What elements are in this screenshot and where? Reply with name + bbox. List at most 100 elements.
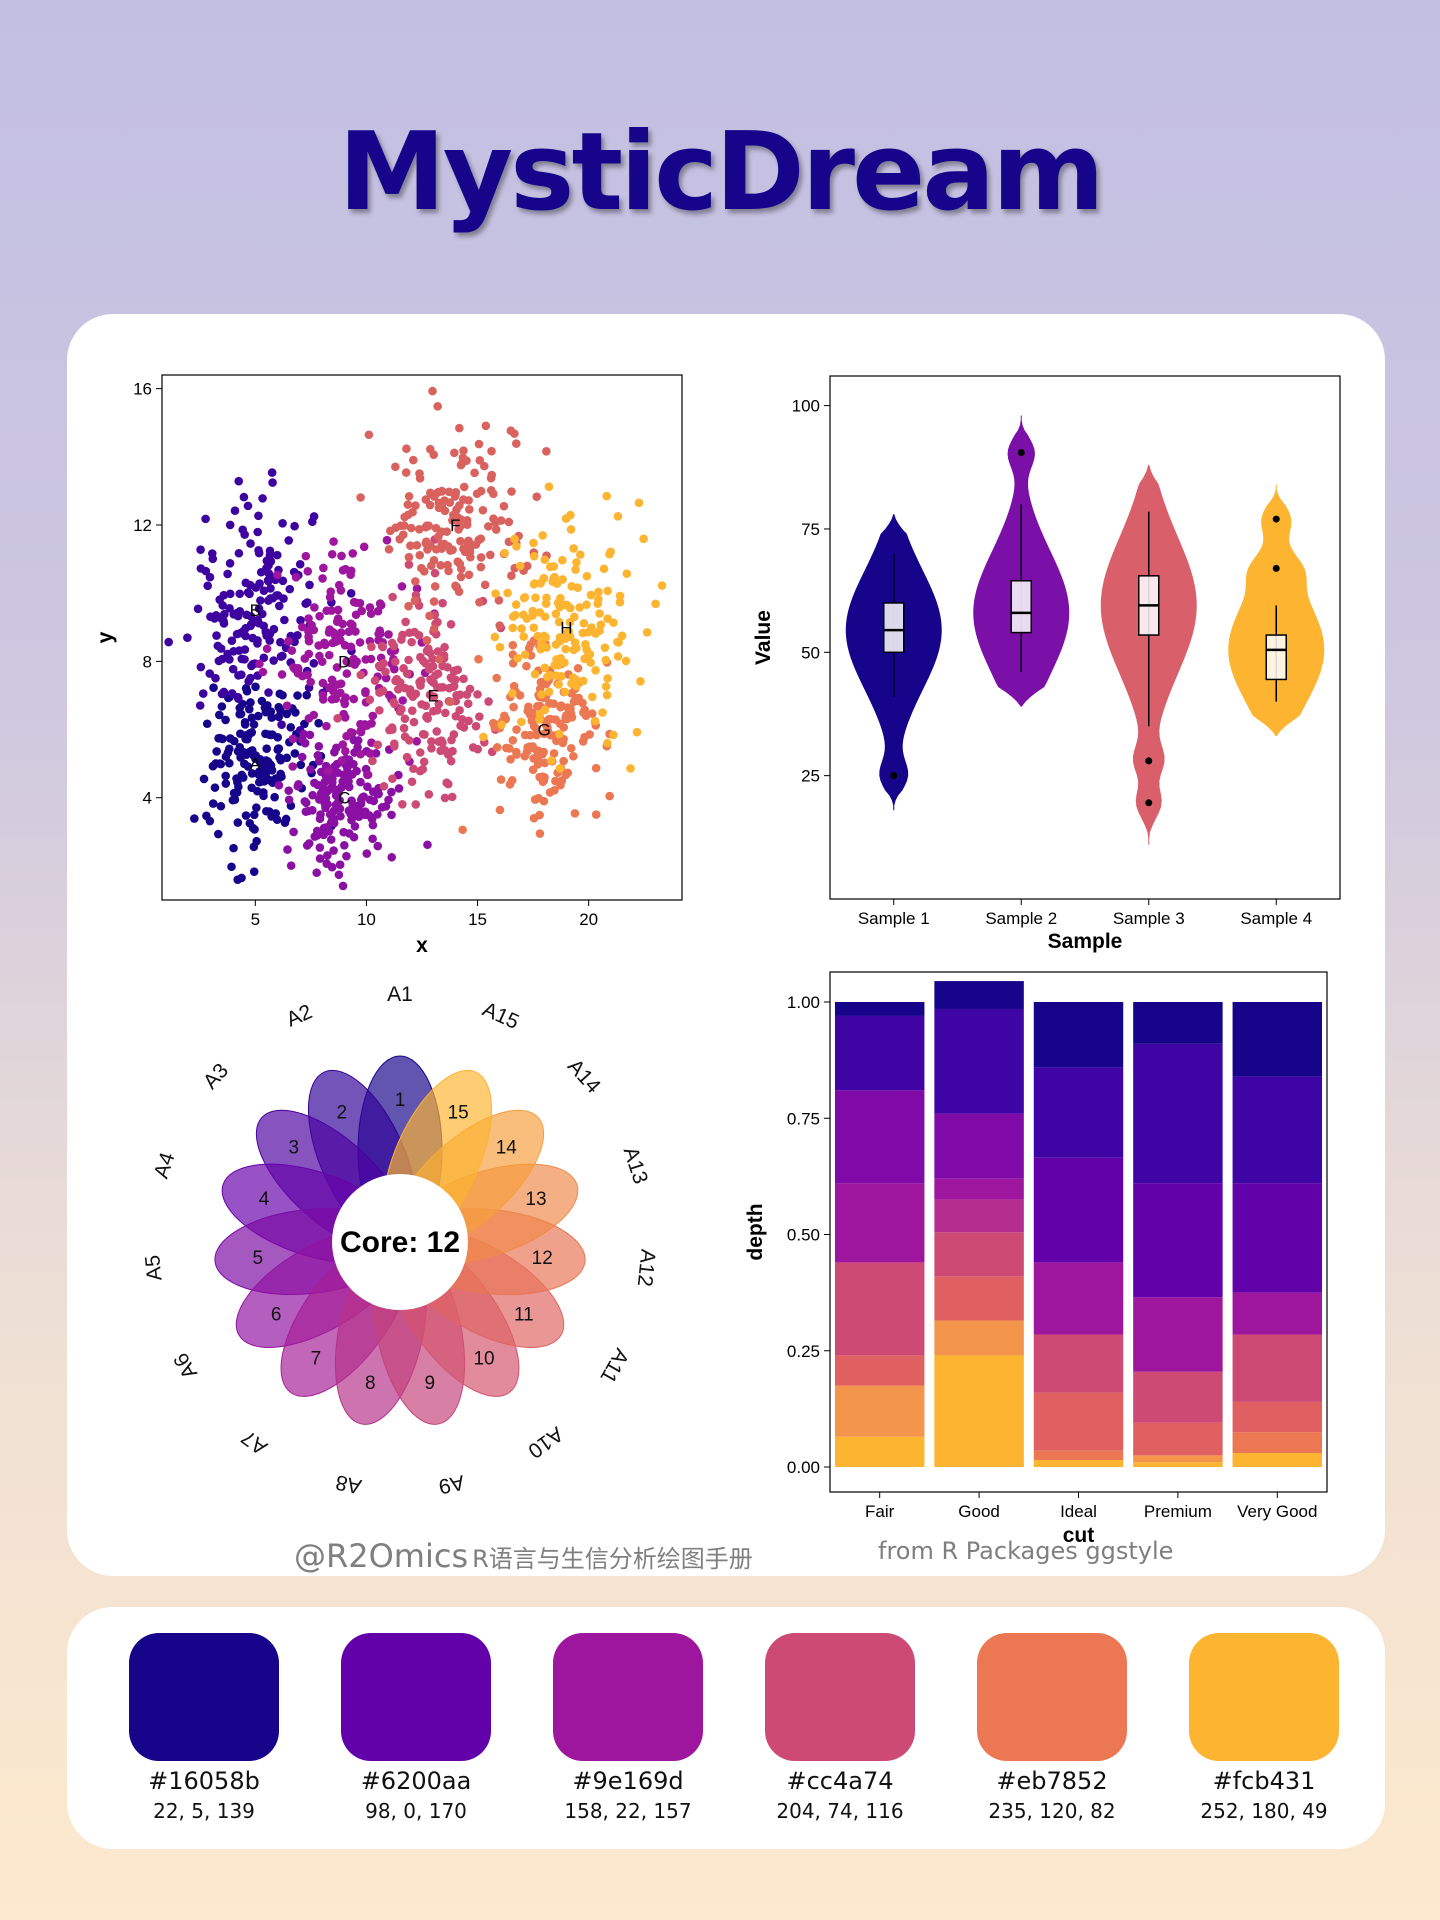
cluster-label: D — [338, 652, 350, 671]
data-point — [384, 630, 393, 639]
data-point — [490, 632, 500, 642]
data-point — [581, 711, 591, 721]
data-point — [471, 721, 481, 731]
data-point — [346, 566, 356, 576]
cluster-label: B — [250, 601, 261, 620]
data-point — [474, 654, 483, 664]
bar-segment — [1232, 1432, 1323, 1454]
data-point — [454, 525, 463, 534]
box — [883, 602, 905, 654]
data-point — [465, 505, 474, 514]
data-point — [480, 461, 489, 471]
credit-subtitle: R语言与生信分析绘图手册 — [472, 1545, 753, 1573]
data-point — [580, 654, 589, 664]
data-point — [303, 670, 312, 680]
data-point — [300, 797, 310, 806]
data-point — [407, 637, 416, 647]
data-point — [297, 752, 307, 762]
data-point — [325, 625, 334, 634]
data-point — [325, 683, 334, 692]
data-point — [632, 727, 642, 737]
data-point — [552, 736, 561, 746]
data-point — [264, 569, 274, 578]
data-point — [329, 846, 338, 855]
data-point — [362, 849, 372, 858]
data-point — [322, 721, 331, 731]
data-point — [404, 736, 414, 745]
data-point — [492, 743, 502, 752]
data-point — [442, 778, 451, 787]
data-point — [225, 734, 235, 743]
data-point — [563, 703, 573, 712]
data-point — [348, 800, 358, 810]
data-point — [537, 690, 546, 699]
bar-segment — [1033, 1157, 1124, 1263]
x-tick-label: 20 — [579, 910, 598, 929]
data-point — [334, 580, 344, 590]
data-point — [333, 605, 343, 615]
data-point — [303, 598, 312, 607]
data-point — [258, 667, 268, 677]
data-point — [430, 582, 440, 591]
data-point — [340, 641, 350, 650]
data-point — [613, 637, 622, 647]
data-point — [331, 800, 341, 810]
data-point — [609, 618, 618, 627]
data-point — [512, 725, 521, 734]
data-point — [290, 664, 300, 674]
data-point — [245, 589, 254, 599]
data-point — [595, 609, 604, 618]
data-point — [409, 764, 418, 774]
data-point — [251, 754, 260, 763]
data-point — [566, 525, 576, 534]
data-point — [507, 487, 516, 496]
data-point — [251, 583, 261, 592]
data-point — [332, 743, 341, 753]
bar-segment — [1232, 1453, 1323, 1467]
data-point — [246, 673, 255, 683]
data-point — [474, 439, 484, 449]
data-point — [365, 695, 375, 705]
data-point — [621, 656, 631, 666]
data-point — [364, 430, 374, 440]
data-point — [387, 787, 396, 797]
data-point — [594, 587, 603, 597]
data-point — [513, 653, 523, 663]
data-point — [354, 812, 364, 821]
data-point — [340, 713, 350, 722]
y-tick-label: 50 — [801, 643, 820, 662]
data-point — [455, 501, 464, 510]
swatch: #cc4a74 204, 74, 116 — [765, 1633, 915, 1823]
data-point — [407, 706, 417, 716]
data-point — [253, 711, 263, 721]
data-point — [202, 719, 212, 729]
x-tick-label: 5 — [251, 910, 260, 929]
data-point — [276, 652, 286, 661]
data-point — [271, 809, 280, 818]
data-point — [314, 742, 324, 751]
bar-segment — [1232, 1334, 1323, 1402]
data-point — [390, 699, 399, 709]
data-point — [241, 578, 251, 588]
data-point — [342, 669, 352, 678]
color-palette: #16058b 22, 5, 139 #6200aa 98, 0, 170 #9… — [67, 1607, 1385, 1849]
data-point — [359, 542, 369, 552]
data-point — [429, 692, 439, 701]
petal-value: 12 — [532, 1248, 553, 1269]
data-point — [450, 492, 460, 501]
data-point — [304, 839, 314, 848]
data-point — [541, 599, 551, 608]
data-point — [356, 493, 365, 502]
data-point — [427, 737, 436, 746]
data-point — [535, 810, 544, 820]
data-point — [322, 859, 332, 868]
bar-segment — [1033, 1067, 1124, 1158]
data-point — [428, 386, 437, 396]
data-point — [555, 602, 565, 612]
y-axis-label: y — [94, 631, 117, 643]
data-point — [456, 572, 466, 582]
data-point — [385, 725, 394, 735]
data-point — [275, 753, 284, 762]
data-point — [228, 664, 238, 674]
data-point — [651, 599, 660, 609]
